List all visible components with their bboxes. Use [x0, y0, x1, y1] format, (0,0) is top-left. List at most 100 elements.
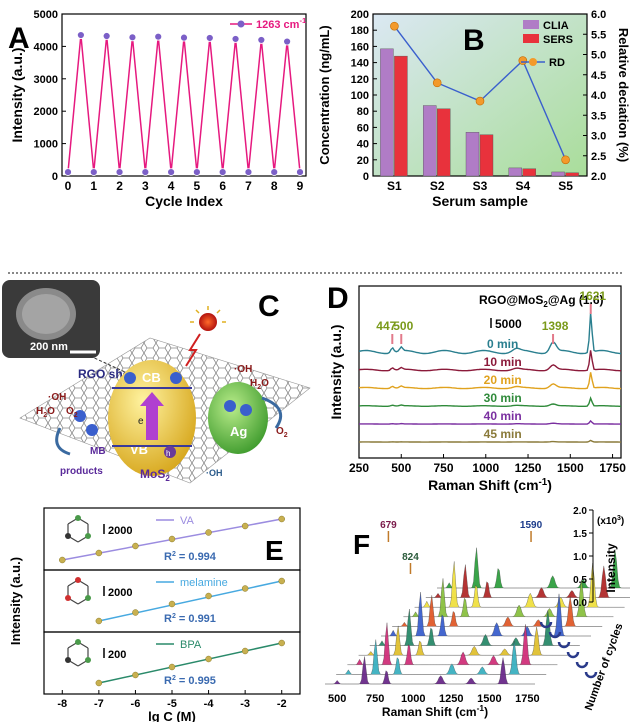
legend-label: VA — [180, 515, 195, 527]
data-point — [132, 609, 139, 616]
scale-label: 2000 — [108, 525, 132, 537]
molecule-atom — [75, 515, 81, 521]
electron-icon — [74, 410, 86, 422]
panel-letter: B — [463, 24, 485, 57]
x-tick-label: 1750 — [515, 693, 539, 705]
panel-c-schematic: 200 nm C RGO sheet CB VB e h Ag MoS2 ·OH… — [2, 280, 311, 484]
data-point — [95, 679, 103, 687]
molecule-atom — [75, 577, 81, 583]
y-axis-label: Concentration (ng/mL) — [317, 25, 332, 164]
data-point — [561, 155, 570, 165]
series-line — [67, 34, 301, 173]
data-point — [241, 522, 249, 530]
data-point — [132, 542, 139, 550]
data-point — [141, 168, 150, 177]
y-tick-label: 1000 — [34, 139, 58, 151]
y2-axis-label: Relative deciation (%) — [616, 28, 630, 162]
x-tick-label: 2 — [116, 179, 123, 193]
x-tick-label: S1 — [387, 179, 402, 193]
electron-icon — [170, 372, 182, 384]
y-tick-label: 200 — [351, 9, 369, 21]
products-label: products — [60, 466, 103, 477]
electron-icon — [124, 372, 136, 384]
hole-icon — [164, 446, 176, 458]
bar — [508, 167, 523, 177]
x-axis-label: Cycle Index — [145, 193, 223, 209]
vb-label: VB — [130, 442, 148, 457]
data-point — [168, 600, 176, 608]
oh-label-bottom: ·OH — [206, 468, 223, 478]
spectrum-area — [325, 656, 535, 685]
x-tick-label: 6 — [219, 179, 226, 193]
legend-label: CLIA — [543, 20, 569, 32]
x-tick-label: 500 — [328, 693, 346, 705]
legend-marker — [237, 20, 245, 28]
data-point — [296, 168, 304, 177]
data-point — [89, 168, 98, 177]
y-tick-label: 40 — [357, 139, 369, 151]
o2-label-right: O2 — [276, 426, 288, 439]
bar — [436, 108, 451, 177]
x-tick-label: -3 — [240, 698, 250, 710]
series-label: 0 min — [487, 337, 518, 351]
data-point — [283, 37, 292, 46]
bar — [551, 171, 565, 177]
y-tick-label: 160 — [351, 41, 369, 53]
legend-marker — [529, 58, 537, 66]
x-axis-label: Raman Shift (cm-1) — [382, 703, 488, 719]
y2-tick-label: 4.0 — [591, 90, 606, 102]
y-tick-label: 80 — [357, 106, 369, 118]
peak-label: 679 — [380, 520, 397, 531]
data-point — [132, 671, 139, 679]
fit-line — [98, 580, 282, 622]
data-point — [192, 168, 201, 177]
data-point — [154, 32, 163, 41]
data-point — [475, 96, 485, 106]
scale-label: 2000 — [108, 587, 132, 599]
molecule-atom — [65, 657, 71, 663]
y2-tick-label: 3.0 — [591, 131, 606, 143]
y-tick-label: 180 — [351, 25, 369, 37]
data-point — [205, 34, 214, 42]
y-axis-label: Number of cycles — [583, 622, 626, 712]
z-tick-label: 0.5 — [573, 575, 587, 586]
cycle-loop-icon — [539, 621, 553, 629]
data-point — [278, 577, 285, 585]
legend-label: melamine — [180, 577, 228, 589]
molecule-atom — [85, 595, 91, 601]
x-tick-label: 7 — [245, 179, 252, 193]
x-tick-label: 500 — [391, 461, 411, 475]
x-tick-label: 1250 — [515, 461, 542, 475]
data-point — [128, 33, 137, 42]
data-point — [76, 31, 85, 39]
spectrum-line — [358, 350, 621, 372]
cycle-loop-icon — [584, 671, 598, 679]
ag-sphere — [208, 382, 268, 454]
r-squared-label: R2 = 0.991 — [164, 613, 216, 625]
x-tick-label: 1000 — [472, 461, 499, 475]
chart-title: RGO@MoS2@Ag (1.6) — [479, 293, 604, 309]
spectrum-area — [403, 578, 614, 617]
y2-tick-label: 5.0 — [591, 50, 606, 62]
y-tick-label: 4000 — [34, 41, 58, 53]
oh-label: ·OH — [48, 392, 66, 403]
scale-label: 5000 — [495, 317, 522, 331]
y2-tick-label: 6.0 — [591, 9, 606, 21]
x-tick-label: 1500 — [557, 461, 584, 475]
z-tick-label: 1.5 — [573, 529, 587, 540]
molecule-atom — [75, 639, 81, 645]
x-tick-label: -4 — [204, 698, 215, 710]
x-tick-label: -5 — [167, 698, 177, 710]
x-tick-label: 8 — [271, 179, 278, 193]
bar — [565, 172, 579, 177]
bar — [479, 134, 494, 177]
y-tick-label: 5000 — [34, 9, 58, 21]
spectrum-line — [358, 312, 622, 355]
h2o-label-top: H2O — [250, 378, 269, 391]
data-point — [205, 592, 212, 600]
data-point — [59, 556, 66, 564]
inset-pointer — [89, 355, 161, 389]
peak-label: 447 — [376, 319, 396, 333]
data-point — [278, 515, 285, 523]
y-axis-label: Intensity (a.u.) — [8, 557, 23, 645]
